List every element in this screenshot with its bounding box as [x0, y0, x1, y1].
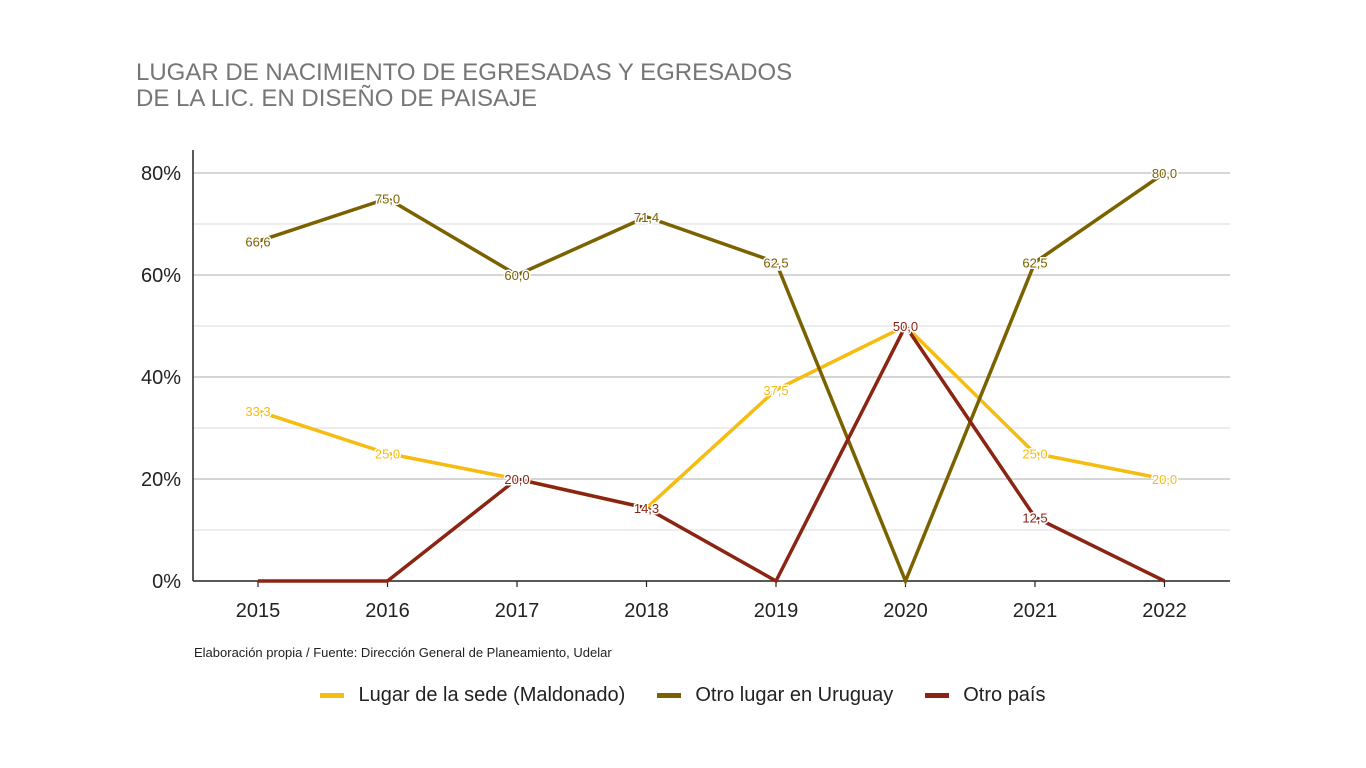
- data-label: 71,4: [634, 210, 659, 225]
- legend-label: Lugar de la sede (Maldonado): [358, 684, 626, 706]
- legend-label: Otro país: [963, 684, 1046, 706]
- data-label: 50,0: [893, 319, 918, 334]
- x-tick-label: 2019: [754, 600, 799, 622]
- y-tick-label: 80%: [141, 163, 181, 185]
- data-label: 14,3: [634, 501, 659, 516]
- legend-swatch: [320, 693, 345, 698]
- legend: Lugar de la sede (Maldonado) Otro lugar e…: [0, 684, 1366, 707]
- data-label: 62,5: [1022, 255, 1047, 270]
- legend-item-3: Otro país: [925, 684, 1046, 707]
- legend-swatch: [657, 693, 682, 698]
- data-label: 25,0: [1022, 447, 1047, 462]
- y-tick-label: 60%: [141, 265, 181, 287]
- data-label: 60,0: [504, 268, 529, 283]
- chart-title: LUGAR DE NACIMIENTO DE EGRESADAS Y EGRES…: [136, 60, 792, 112]
- data-label: 37,5: [763, 383, 788, 398]
- x-tick-label: 2016: [365, 600, 410, 622]
- series-line-1: [257, 323, 1165, 510]
- legend-item-1: Lugar de la sede (Maldonado): [320, 684, 625, 707]
- y-tick-label: 0%: [152, 571, 181, 593]
- data-label: 75,0: [375, 192, 400, 207]
- data-label: 20,0: [1152, 472, 1177, 487]
- chart-title-line1: LUGAR DE NACIMIENTO DE EGRESADAS Y EGRES…: [136, 59, 793, 86]
- legend-swatch: [925, 693, 950, 698]
- y-tick-label: 40%: [141, 367, 181, 389]
- x-tick-label: 2015: [236, 600, 281, 622]
- data-label: 62,5: [763, 255, 788, 270]
- x-tick-label: 2018: [624, 600, 669, 622]
- legend-item-2: Otro lugar en Uruguay: [657, 684, 893, 707]
- data-label: 66,6: [245, 234, 270, 249]
- x-tick-label: 2021: [1013, 600, 1058, 622]
- x-tick-label: 2020: [883, 600, 928, 622]
- x-tick-label: 2022: [1142, 600, 1187, 622]
- source-note: Elaboración propia / Fuente: Dirección G…: [194, 645, 612, 660]
- legend-label: Otro lugar en Uruguay: [695, 684, 894, 706]
- data-label: 33,3: [245, 404, 270, 419]
- y-tick-label: 20%: [141, 469, 181, 491]
- chart-title-line2: DE LA LIC. EN DISEÑO DE PAISAJE: [136, 85, 538, 112]
- data-label: 20,0: [504, 472, 529, 487]
- data-label: 12,5: [1022, 510, 1047, 525]
- x-tick-label: 2017: [495, 600, 540, 622]
- data-label: 80,0: [1152, 166, 1177, 181]
- series-line-3: [258, 322, 1166, 584]
- series-line-2: [257, 171, 1166, 586]
- data-label: 25,0: [375, 447, 400, 462]
